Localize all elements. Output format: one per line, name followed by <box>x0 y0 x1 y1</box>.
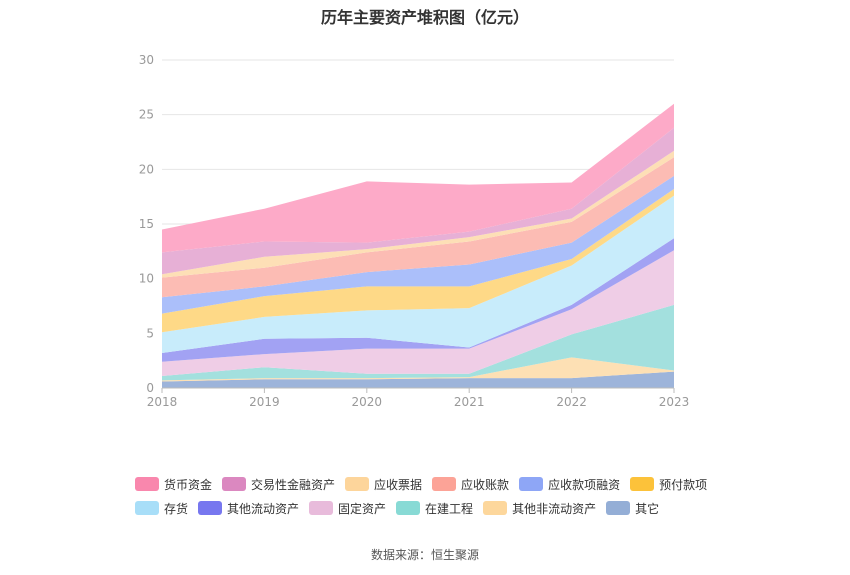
x-tick-label: 2018 <box>147 395 178 409</box>
legend-item[interactable]: 货币资金 <box>135 476 212 493</box>
legend-swatch <box>606 501 631 515</box>
legend-item[interactable]: 预付款项 <box>630 476 707 493</box>
x-tick-label: 2019 <box>249 395 280 409</box>
legend-item[interactable]: 固定资产 <box>309 500 386 517</box>
legend-item[interactable]: 其他非流动资产 <box>483 500 596 517</box>
legend-label: 其他非流动资产 <box>512 501 597 516</box>
area-series <box>162 238 674 362</box>
legend-label: 在建工程 <box>425 501 474 516</box>
y-tick-label: 15 <box>139 217 154 231</box>
area-series-group <box>162 103 674 388</box>
legend-swatch <box>396 501 421 515</box>
legend-label: 交易性金融资产 <box>251 477 336 492</box>
area-series <box>162 175 674 314</box>
legend-label: 固定资产 <box>338 501 387 516</box>
area-series <box>162 189 674 333</box>
legend-swatch <box>309 501 334 515</box>
y-tick-label: 10 <box>139 272 154 286</box>
legend-label: 其他流动资产 <box>227 501 300 516</box>
stacked-area-chart: 0 5 10 15 20 25 30 2018 2019 2020 2021 2022 2023 <box>139 53 690 409</box>
x-tick-label: 2020 <box>352 395 383 409</box>
legend-label: 货币资金 <box>164 477 213 492</box>
legend-swatch <box>630 477 655 491</box>
legend-label: 应收款项融资 <box>548 477 621 492</box>
area-series <box>162 127 674 275</box>
legend-label: 应收账款 <box>461 477 510 492</box>
legend-item[interactable]: 应收款项融资 <box>519 476 620 493</box>
legend-label: 应收票据 <box>374 477 423 492</box>
y-tick-label: 5 <box>146 326 154 340</box>
x-tick-label: 2022 <box>556 395 587 409</box>
area-series <box>162 357 674 382</box>
legend-item[interactable]: 存货 <box>135 500 188 517</box>
legend-swatch <box>135 477 159 491</box>
x-tick-label: 2021 <box>454 395 485 409</box>
legend-swatch <box>432 477 457 491</box>
y-tick-label: 25 <box>139 108 154 122</box>
area-series <box>162 103 674 253</box>
legend-item[interactable]: 应收账款 <box>432 476 509 493</box>
legend-label: 其它 <box>635 501 660 516</box>
legend-swatch <box>198 501 223 515</box>
y-tick-label: 0 <box>146 381 154 395</box>
legend-row: 存货 其他流动资产 固定资产 在建工程 其他非流动资产 其它 <box>135 496 735 520</box>
legend-item[interactable]: 在建工程 <box>396 500 473 517</box>
chart-title: 历年主要资产堆积图（亿元） <box>320 8 529 27</box>
area-series <box>162 304 674 381</box>
axes: 0 5 10 15 20 25 30 2018 2019 2020 2021 2022 2023 <box>139 53 690 409</box>
legend-row: 货币资金 交易性金融资产 应收票据 应收账款 应收款项融资 预付款项 <box>135 472 735 496</box>
legend-item[interactable]: 应收票据 <box>345 476 422 493</box>
x-tick-label: 2023 <box>659 395 690 409</box>
legend-swatch <box>135 501 159 515</box>
area-series <box>162 371 674 388</box>
legend-item[interactable]: 其他流动资产 <box>198 500 299 517</box>
legend-swatch <box>483 501 508 515</box>
legend-label: 存货 <box>164 501 189 516</box>
y-tick-label: 30 <box>139 53 154 67</box>
legend-label: 预付款项 <box>659 477 708 492</box>
legend-swatch <box>519 477 544 491</box>
legend-swatch <box>345 477 370 491</box>
legend-item[interactable]: 交易性金融资产 <box>222 476 335 493</box>
legend-item[interactable]: 其它 <box>606 500 659 517</box>
legend-swatch <box>222 477 247 491</box>
data-source-note: 数据来源：恒生聚源 <box>370 548 479 562</box>
area-series <box>162 250 674 376</box>
legend: 货币资金 交易性金融资产 应收票据 应收账款 应收款项融资 预付款项 存货 其他流动资产 固定… <box>135 472 735 520</box>
area-series <box>162 195 674 354</box>
y-tick-label: 20 <box>139 162 154 176</box>
area-series <box>162 157 674 298</box>
